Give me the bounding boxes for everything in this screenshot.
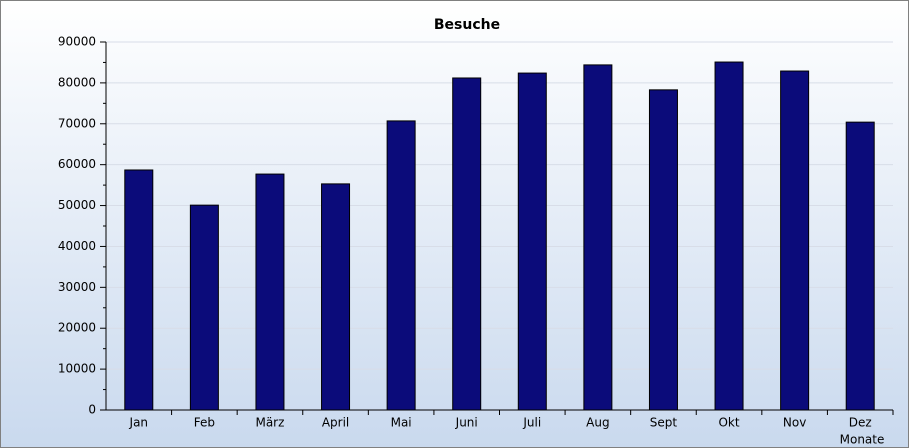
x-tick-label: April — [322, 416, 349, 430]
x-tick-label: Juni — [455, 416, 478, 430]
y-tick-label: 10000 — [58, 362, 96, 376]
x-tick-label: Jan — [129, 416, 149, 430]
x-tick-label: Mai — [391, 416, 412, 430]
x-tick-label: Okt — [718, 416, 739, 430]
x-axis-label: Monate — [840, 433, 885, 447]
bar — [648, 89, 678, 411]
x-tick-label: Feb — [194, 416, 215, 430]
bar — [780, 70, 810, 411]
y-tick-label: 30000 — [58, 280, 96, 294]
bar — [386, 120, 416, 411]
y-tick-label: 0 — [88, 403, 96, 417]
y-tick-label: 60000 — [58, 157, 96, 171]
bar — [517, 72, 547, 411]
x-tick-label: Juli — [522, 416, 541, 430]
x-tick-label: Sept — [650, 416, 678, 430]
bar — [189, 204, 219, 411]
y-tick-label: 80000 — [58, 75, 96, 89]
y-tick-label: 50000 — [58, 198, 96, 212]
bar — [321, 183, 351, 411]
bar — [845, 121, 875, 411]
x-tick-label: Dez — [849, 416, 872, 430]
x-tick-label: Aug — [586, 416, 609, 430]
x-tick-label: Nov — [783, 416, 806, 430]
y-tick-label: 20000 — [58, 321, 96, 335]
bar — [452, 77, 482, 411]
x-tick-label: März — [255, 416, 284, 430]
y-tick-label: 90000 — [58, 35, 96, 49]
bar — [714, 61, 744, 411]
y-tick-label: 40000 — [58, 239, 96, 253]
bar — [124, 169, 154, 411]
y-tick-label: 70000 — [58, 116, 96, 130]
bar — [255, 173, 285, 411]
chart-title: Besuche — [434, 17, 500, 33]
bar — [583, 64, 613, 411]
